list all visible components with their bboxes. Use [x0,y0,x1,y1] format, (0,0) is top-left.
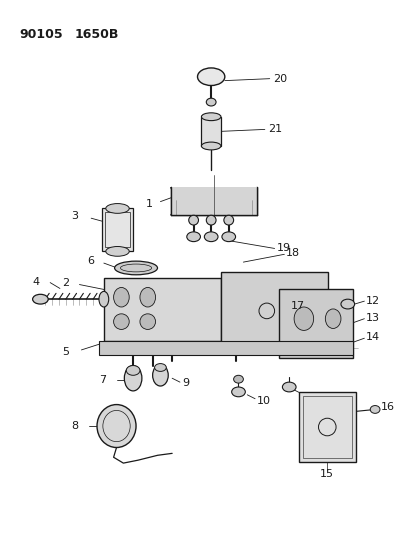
Ellipse shape [201,113,221,120]
Ellipse shape [106,246,129,256]
Text: 13: 13 [366,313,380,322]
Ellipse shape [325,309,341,328]
Text: 9: 9 [182,378,189,388]
Ellipse shape [201,142,221,150]
Ellipse shape [198,68,225,85]
Bar [99,341,353,355]
Bar [201,117,221,146]
Bar [279,289,353,358]
Text: 1650B: 1650B [75,28,119,41]
Ellipse shape [224,215,233,225]
Ellipse shape [154,364,166,372]
Ellipse shape [341,299,355,309]
Text: 6: 6 [87,256,94,266]
Text: 18: 18 [286,248,301,259]
Bar [104,278,221,341]
Text: 14: 14 [366,332,380,342]
Ellipse shape [99,292,109,307]
Bar [303,396,352,458]
Ellipse shape [206,98,216,106]
Text: 16: 16 [381,402,395,413]
Ellipse shape [106,204,129,213]
Ellipse shape [124,366,142,391]
Text: 15: 15 [320,469,334,479]
Ellipse shape [370,406,380,414]
Text: 1: 1 [146,199,153,208]
Ellipse shape [114,287,129,307]
Ellipse shape [97,405,136,448]
Text: 7: 7 [99,375,106,385]
Ellipse shape [232,387,245,397]
Text: 20: 20 [273,74,287,84]
Bar [102,208,133,252]
Text: 11: 11 [306,392,320,402]
Text: 4: 4 [33,277,40,287]
Text: 10: 10 [257,395,271,406]
Bar [171,187,257,215]
Ellipse shape [187,232,200,241]
Text: 5: 5 [62,347,69,357]
Ellipse shape [140,287,156,307]
Ellipse shape [140,314,156,329]
Bar [221,272,328,345]
Text: 3: 3 [71,211,79,221]
Text: 8: 8 [71,421,79,431]
Text: 17: 17 [291,301,305,311]
Ellipse shape [189,215,198,225]
Bar [299,392,356,462]
Text: 90105: 90105 [19,28,63,41]
Ellipse shape [114,314,129,329]
Text: 12: 12 [366,296,380,306]
Ellipse shape [115,261,158,275]
Ellipse shape [204,232,218,241]
Ellipse shape [126,366,140,375]
Text: 19: 19 [277,244,291,254]
Ellipse shape [233,375,243,383]
Ellipse shape [282,382,296,392]
Bar [105,212,130,247]
Ellipse shape [294,307,314,330]
Ellipse shape [33,294,48,304]
Ellipse shape [152,365,168,386]
Ellipse shape [206,215,216,225]
Text: 2: 2 [62,278,69,288]
Text: 21: 21 [268,124,282,134]
Ellipse shape [222,232,235,241]
